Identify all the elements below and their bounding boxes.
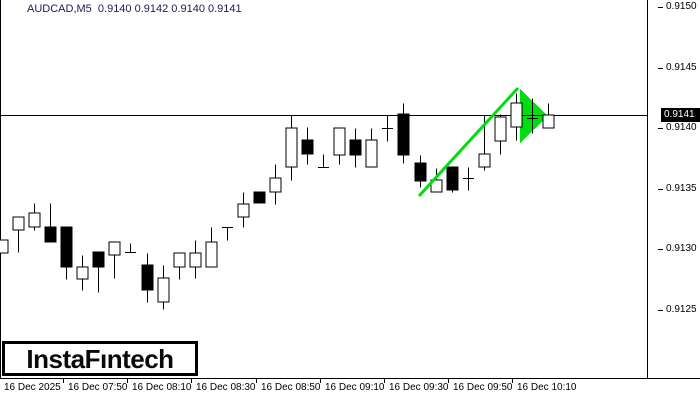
- time-axis-label: 16 Dec 10:10: [517, 382, 577, 393]
- candle-body: [60, 226, 73, 268]
- candle-body: [365, 139, 378, 168]
- candle-body: [0, 239, 9, 254]
- candle-body: [333, 127, 346, 156]
- candle-body: [237, 203, 250, 218]
- candle-body: [269, 177, 282, 193]
- price-axis-label: 0.9150: [666, 1, 697, 12]
- candle-body: [478, 153, 491, 168]
- candle-body: [173, 252, 186, 268]
- price-axis-label: 0.9145: [666, 62, 697, 73]
- time-axis-label: 16 Dec 07:50: [68, 382, 128, 393]
- time-axis-label: 16 Dec 08:50: [261, 382, 321, 393]
- candle-body: [141, 264, 154, 291]
- price-axis-label: 0.9130: [666, 243, 697, 254]
- price-axis-label: 0.9140: [666, 122, 697, 133]
- candle-body: [189, 252, 202, 268]
- candle-body: [542, 114, 555, 129]
- candle-body: [28, 212, 41, 228]
- candle-body: [414, 162, 427, 182]
- time-axis-label: 16 Dec 08:10: [132, 382, 192, 393]
- current-price-badge: 0.9141: [661, 108, 700, 122]
- time-axis-label: 16 Dec 08:30: [196, 382, 256, 393]
- time-axis-label: 16 Dec 09:30: [389, 382, 449, 393]
- candle-body: [205, 241, 218, 268]
- candle-body: [301, 139, 314, 155]
- time-axis-label: 16 Dec 09:10: [325, 382, 385, 393]
- time-axis-label: 16 Dec 09:50: [453, 382, 513, 393]
- candle-body: [92, 251, 105, 268]
- symbol-ohlc-title: AUDCAD,M5 0.9140 0.9142 0.9140 0.9141: [27, 3, 242, 15]
- trend-line: [417, 86, 520, 198]
- instafintech-logo: InstaFıntech: [2, 341, 198, 376]
- candle-body: [108, 241, 121, 256]
- candle-body: [494, 116, 507, 142]
- time-axis-label: 16 Dec 2025: [4, 382, 61, 393]
- candle-body: [349, 139, 362, 156]
- candle-body: [510, 102, 523, 128]
- candle-body: [44, 226, 57, 243]
- candle-body: [12, 216, 25, 231]
- candle-body: [76, 266, 89, 280]
- candle-body: [253, 191, 266, 204]
- candle-body: [157, 277, 170, 303]
- candle-body: [397, 113, 410, 156]
- candle-body: [446, 166, 459, 191]
- price-axis-label: 0.9125: [666, 304, 697, 315]
- candle-body: [285, 127, 298, 168]
- logo-text: InstaFıntech: [26, 343, 174, 374]
- price-axis-label: 0.9135: [666, 183, 697, 194]
- candle-body: [430, 179, 443, 193]
